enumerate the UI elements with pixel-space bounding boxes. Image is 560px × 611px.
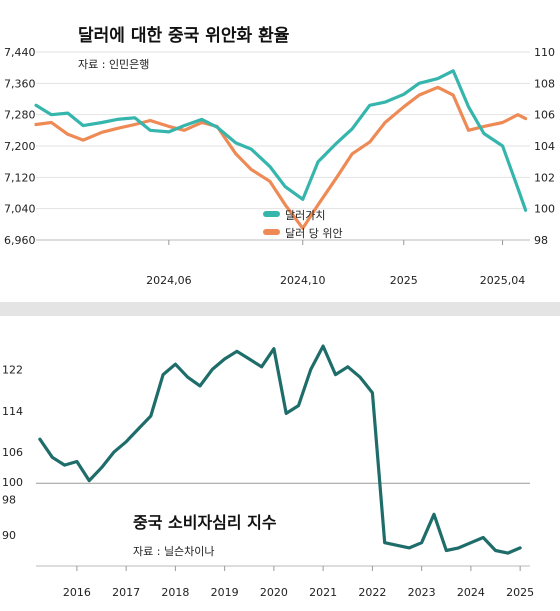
y-right-tick-label: 102	[534, 171, 555, 184]
legend-label-dollar-index: 달러가치	[285, 209, 325, 222]
x-tick-label: 2022	[358, 586, 386, 599]
y-right-tick-label: 108	[534, 77, 555, 90]
y-right-tick-label: 98	[534, 234, 548, 247]
usd-cny-line	[34, 85, 528, 230]
x-tick-label: 2023	[408, 586, 436, 599]
y-left-tick-label: 7,040	[4, 203, 36, 216]
consumer-confidence-chart: 122 114 106 100 98 90 2016 2017 2018 2019 2020 2021…	[2, 344, 534, 599]
y-right-tick-label: 110	[534, 46, 555, 59]
exchange-rate-panel: 달러에 대한 중국 위안화 환율 자료 : 인민은행 7,440 7,360 7,2…	[0, 0, 560, 302]
consumer-confidence-panel: 122 114 106 100 98 90 2016 2017 2018 2019 2020 2021…	[0, 316, 560, 611]
x-tick-label: 2025	[390, 274, 418, 287]
y-right-tick-label: 100	[534, 203, 555, 216]
chart-title: 중국 소비자심리 지수	[133, 513, 277, 532]
chart-title: 달러에 대한 중국 위안화 환율	[78, 25, 290, 46]
x-tick-label: 2016	[63, 586, 91, 599]
legend-swatch-dollar-index	[263, 211, 280, 217]
x-tick-label: 2025,04	[480, 274, 526, 287]
y-tick-label: 106	[2, 446, 23, 459]
y-tick-label: 98	[2, 494, 16, 507]
x-tick-label: 2024	[457, 586, 485, 599]
y-right-tick-label: 104	[534, 140, 555, 153]
exchange-rate-chart: 달러에 대한 중국 위안화 환율 자료 : 인민은행 7,440 7,360 7,2…	[4, 25, 555, 287]
y-left-tick-label: 7,200	[4, 140, 36, 153]
y-tick-label: 122	[2, 363, 23, 376]
x-tick-label: 2018	[161, 586, 189, 599]
x-tick-label: 2024,10	[280, 274, 326, 287]
consumer-confidence-line	[38, 344, 522, 555]
y-right-tick-label: 106	[534, 109, 555, 122]
x-tick-label: 2021	[309, 586, 337, 599]
y-tick-label: 114	[2, 405, 23, 418]
x-tick-label: 2017	[112, 586, 140, 599]
dollar-index-line	[34, 69, 528, 212]
y-left-tick-label: 7,120	[4, 171, 36, 184]
x-tick-label: 2020	[260, 586, 288, 599]
x-tick-label: 2025	[506, 586, 534, 599]
chart-source: 자료 : 인민은행	[78, 58, 149, 71]
legend-label-usd-cny: 달러 당 위안	[285, 227, 343, 240]
x-tick-label: 2019	[211, 586, 239, 599]
y-tick-label: 100	[2, 476, 23, 489]
legend-swatch-usd-cny	[263, 229, 280, 235]
x-tick-label: 2024,06	[146, 274, 192, 287]
y-left-tick-label: 7,360	[4, 77, 36, 90]
y-tick-label: 90	[2, 529, 16, 542]
y-left-tick-label: 7,440	[4, 46, 36, 59]
chart-source: 자료 : 닐슨차이나	[133, 545, 215, 558]
y-left-tick-label: 6,960	[4, 234, 36, 247]
y-left-tick-label: 7,280	[4, 109, 36, 122]
